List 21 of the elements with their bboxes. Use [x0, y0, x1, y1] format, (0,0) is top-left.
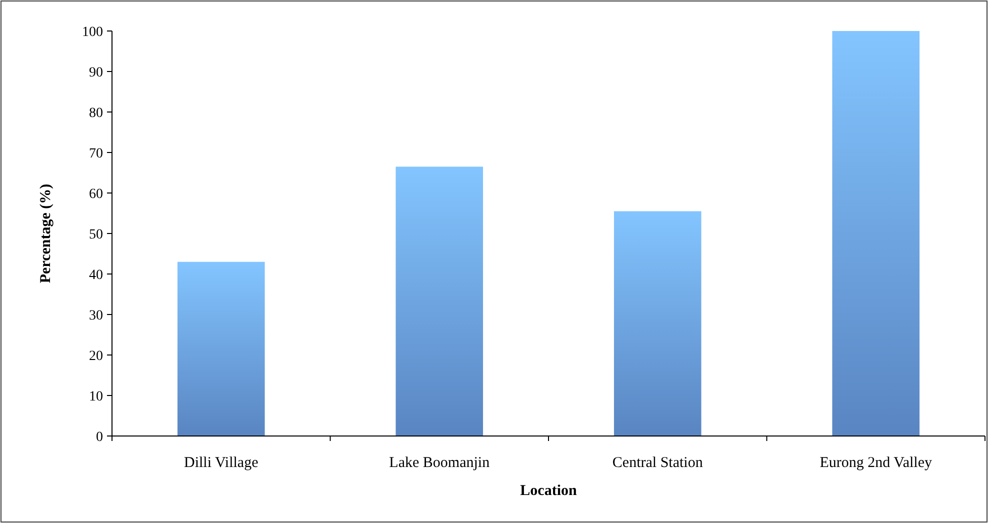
x-tick-label: Dilli Village — [184, 455, 259, 471]
y-tick-label: 30 — [89, 308, 103, 324]
y-tick-label: 60 — [89, 186, 103, 202]
x-tick-label: Lake Boomanjin — [389, 455, 490, 471]
y-tick-label: 80 — [89, 106, 103, 121]
x-tick-label: Central Station — [612, 455, 704, 471]
bar — [396, 166, 484, 436]
y-tick-label: 0 — [96, 430, 103, 445]
bar — [177, 262, 265, 436]
y-tick-label: 90 — [89, 65, 103, 80]
x-tick-label: Eurong 2nd Valley — [820, 455, 932, 471]
y-tick-label: 40 — [89, 268, 103, 283]
y-tick-label: 100 — [82, 24, 103, 40]
y-axis-title: Percentage (%) — [38, 184, 54, 284]
bar — [614, 211, 702, 436]
bar — [832, 31, 920, 436]
y-tick-label: 20 — [89, 348, 103, 364]
y-tick-label: 10 — [89, 389, 103, 404]
y-tick-label: 50 — [89, 227, 103, 242]
y-tick-label: 70 — [89, 146, 103, 162]
x-axis-title: Location — [520, 483, 578, 499]
